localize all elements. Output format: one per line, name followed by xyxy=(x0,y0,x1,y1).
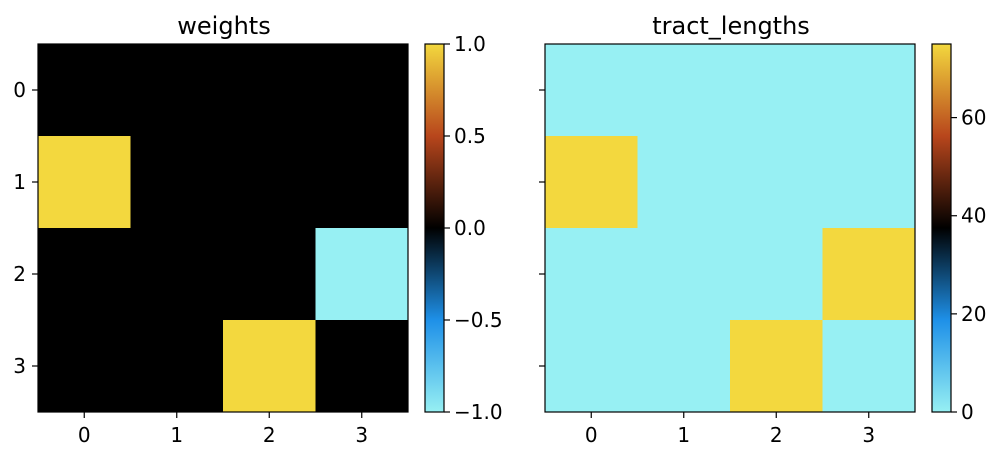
colorbar-tick-label: 0.0 xyxy=(454,216,486,240)
heatmap-cells xyxy=(38,44,409,413)
heatmap-cell xyxy=(822,228,916,321)
heatmap-cell xyxy=(637,320,731,413)
heatmap-cell xyxy=(130,320,224,413)
heatmap-cell xyxy=(38,44,131,137)
x-tick-label: 3 xyxy=(355,423,368,447)
x-tick-label: 0 xyxy=(78,423,91,447)
colorbar-tick-label: −1.0 xyxy=(454,400,503,424)
plot-frame xyxy=(544,43,916,413)
heatmap-cell xyxy=(315,228,409,321)
heatmap-cell xyxy=(545,320,638,413)
colorbar-frame xyxy=(931,43,952,413)
chart-weights: weights 0 1 2 3 0 1 2 3 −1.0 −0.5 0.0 0.5 1.0 xyxy=(13,12,502,447)
chart-title: tract_lengths xyxy=(652,12,810,40)
colorbar: 0 20 40 60 xyxy=(931,43,986,424)
heatmap-cell xyxy=(730,228,823,321)
colorbar-tick-label: 1.0 xyxy=(454,32,486,56)
heatmap-cell xyxy=(130,44,224,137)
colorbar-tick-label: −0.5 xyxy=(454,308,503,332)
heatmap-cell xyxy=(637,136,731,229)
colorbar-tick-label: 0.5 xyxy=(454,124,486,148)
chart-tract-lengths: tract_lengths 0 1 2 3 0 20 40 60 xyxy=(539,12,986,447)
heatmap-cell xyxy=(730,320,823,413)
heatmap-cell xyxy=(315,320,409,413)
colorbar-ticks: −1.0 −0.5 0.0 0.5 1.0 xyxy=(444,32,503,424)
heatmap-cell xyxy=(38,320,131,413)
colorbar-gradient xyxy=(425,44,444,412)
x-tick-label: 0 xyxy=(585,423,598,447)
y-tick-label: 1 xyxy=(13,170,26,194)
heatmap-cell xyxy=(38,228,131,321)
heatmap-cell xyxy=(730,44,823,137)
heatmap-cell xyxy=(637,44,731,137)
y-axis-ticks: 0 1 2 3 xyxy=(13,78,38,378)
x-axis-ticks: 0 1 2 3 xyxy=(585,412,875,447)
heatmap-cell xyxy=(315,44,409,137)
heatmap-cell xyxy=(637,228,731,321)
x-tick-label: 1 xyxy=(170,423,183,447)
heatmap-cell xyxy=(730,136,823,229)
x-tick-label: 2 xyxy=(263,423,276,447)
heatmap-cell xyxy=(315,136,409,229)
heatmap-cell xyxy=(38,136,131,229)
colorbar-ticks: 0 20 40 60 xyxy=(951,106,986,424)
heatmap-cell xyxy=(223,136,316,229)
heatmap-cell xyxy=(223,44,316,137)
x-tick-label: 1 xyxy=(677,423,690,447)
colorbar-gradient xyxy=(932,44,951,412)
plot-frame xyxy=(37,43,409,413)
heatmap-cells xyxy=(545,44,916,413)
heatmap-cell xyxy=(130,136,224,229)
chart-title: weights xyxy=(177,12,270,40)
heatmap-cell xyxy=(822,44,916,137)
y-tick-label: 3 xyxy=(13,354,26,378)
x-tick-label: 2 xyxy=(770,423,783,447)
colorbar-tick-label: 60 xyxy=(961,106,986,130)
x-axis-ticks: 0 1 2 3 xyxy=(78,412,368,447)
y-axis-ticks xyxy=(539,89,545,367)
x-tick-label: 3 xyxy=(862,423,875,447)
heatmap-cell xyxy=(223,228,316,321)
heatmap-cell xyxy=(545,136,638,229)
colorbar-tick-label: 20 xyxy=(961,302,986,326)
heatmap-cell xyxy=(130,228,224,321)
y-tick-label: 2 xyxy=(13,262,26,286)
heatmap-cell xyxy=(545,44,638,137)
heatmap-cell xyxy=(223,320,316,413)
colorbar-tick-label: 0 xyxy=(961,400,974,424)
colorbar-tick-label: 40 xyxy=(961,204,986,228)
heatmap-cell xyxy=(545,228,638,321)
colorbar: −1.0 −0.5 0.0 0.5 1.0 xyxy=(424,32,503,424)
heatmap-cell xyxy=(822,136,916,229)
heatmap-cell xyxy=(822,320,916,413)
y-tick-label: 0 xyxy=(13,78,26,102)
